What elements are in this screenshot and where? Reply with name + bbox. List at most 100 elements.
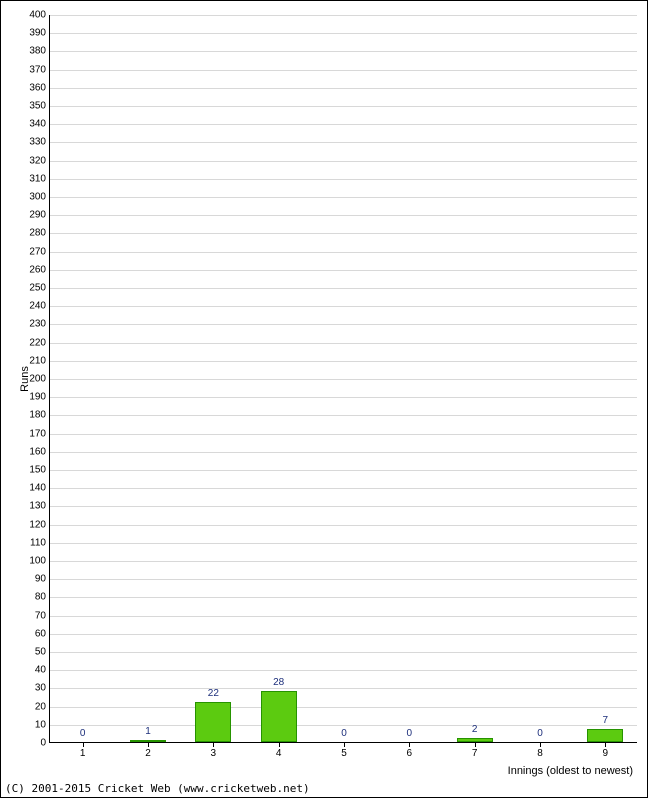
- gridline: [50, 488, 637, 489]
- ytick-label: 360: [29, 82, 50, 93]
- gridline: [50, 215, 637, 216]
- gridline: [50, 397, 637, 398]
- gridline: [50, 288, 637, 289]
- bar-value-label: 0: [407, 728, 413, 739]
- bar-value-label: 22: [208, 688, 219, 699]
- ytick-label: 70: [35, 610, 50, 621]
- gridline: [50, 452, 637, 453]
- gridline: [50, 142, 637, 143]
- xtick-label: 1: [80, 742, 86, 759]
- gridline: [50, 688, 637, 689]
- ytick-label: 240: [29, 301, 50, 312]
- ytick-label: 390: [29, 28, 50, 39]
- ytick-label: 300: [29, 192, 50, 203]
- gridline: [50, 88, 637, 89]
- xtick-label: 5: [341, 742, 347, 759]
- ytick-label: 260: [29, 264, 50, 275]
- gridline: [50, 634, 637, 635]
- gridline: [50, 361, 637, 362]
- ytick-label: 320: [29, 155, 50, 166]
- plot-area: 0102030405060708090100110120130140150160…: [49, 15, 637, 743]
- bar-value-label: 28: [273, 677, 284, 688]
- outer-frame: 0102030405060708090100110120130140150160…: [0, 0, 648, 798]
- ytick-label: 200: [29, 374, 50, 385]
- gridline: [50, 33, 637, 34]
- ytick-label: 80: [35, 592, 50, 603]
- bar-value-label: 1: [145, 726, 151, 737]
- xtick-label: 9: [603, 742, 609, 759]
- bar-value-label: 0: [80, 728, 86, 739]
- ytick-label: 380: [29, 46, 50, 57]
- ytick-label: 160: [29, 446, 50, 457]
- ytick-label: 350: [29, 101, 50, 112]
- gridline: [50, 179, 637, 180]
- ytick-label: 340: [29, 119, 50, 130]
- bar-value-label: 2: [472, 724, 478, 735]
- ytick-label: 190: [29, 392, 50, 403]
- gridline: [50, 707, 637, 708]
- gridline: [50, 15, 637, 16]
- copyright-text: (C) 2001-2015 Cricket Web (www.cricketwe…: [5, 782, 310, 795]
- ytick-label: 280: [29, 228, 50, 239]
- bar-value-label: 7: [603, 715, 609, 726]
- ytick-label: 250: [29, 283, 50, 294]
- ytick-label: 60: [35, 628, 50, 639]
- ytick-label: 0: [40, 738, 50, 749]
- gridline: [50, 161, 637, 162]
- gridline: [50, 561, 637, 562]
- ytick-label: 30: [35, 683, 50, 694]
- gridline: [50, 124, 637, 125]
- xtick-label: 8: [537, 742, 543, 759]
- gridline: [50, 597, 637, 598]
- gridline: [50, 343, 637, 344]
- x-axis-title: Innings (oldest to newest): [508, 765, 633, 777]
- gridline: [50, 70, 637, 71]
- ytick-label: 330: [29, 137, 50, 148]
- gridline: [50, 233, 637, 234]
- gridline: [50, 616, 637, 617]
- xtick-label: 3: [211, 742, 217, 759]
- ytick-label: 20: [35, 701, 50, 712]
- gridline: [50, 725, 637, 726]
- xtick-label: 4: [276, 742, 282, 759]
- ytick-label: 110: [30, 537, 50, 548]
- ytick-label: 130: [29, 501, 50, 512]
- gridline: [50, 324, 637, 325]
- xtick-label: 7: [472, 742, 478, 759]
- gridline: [50, 434, 637, 435]
- ytick-label: 50: [35, 647, 50, 658]
- ytick-label: 310: [29, 173, 50, 184]
- y-axis-title: Runs: [19, 366, 31, 392]
- ytick-label: 230: [29, 319, 50, 330]
- ytick-label: 220: [29, 337, 50, 348]
- ytick-label: 120: [29, 519, 50, 530]
- gridline: [50, 270, 637, 271]
- ytick-label: 170: [29, 428, 50, 439]
- xtick-label: 6: [407, 742, 413, 759]
- ytick-label: 100: [29, 556, 50, 567]
- gridline: [50, 51, 637, 52]
- bar: [261, 691, 297, 742]
- ytick-label: 290: [29, 210, 50, 221]
- gridline: [50, 525, 637, 526]
- gridline: [50, 197, 637, 198]
- gridline: [50, 106, 637, 107]
- bar-value-label: 0: [537, 728, 543, 739]
- gridline: [50, 306, 637, 307]
- ytick-label: 180: [29, 410, 50, 421]
- ytick-label: 400: [29, 10, 50, 21]
- bar-value-label: 0: [341, 728, 347, 739]
- ytick-label: 210: [29, 355, 50, 366]
- xtick-label: 2: [145, 742, 151, 759]
- ytick-label: 270: [29, 246, 50, 257]
- gridline: [50, 506, 637, 507]
- bar: [587, 729, 623, 742]
- ytick-label: 40: [35, 665, 50, 676]
- ytick-label: 10: [35, 719, 50, 730]
- gridline: [50, 252, 637, 253]
- gridline: [50, 543, 637, 544]
- gridline: [50, 379, 637, 380]
- gridline: [50, 579, 637, 580]
- ytick-label: 370: [29, 64, 50, 75]
- gridline: [50, 470, 637, 471]
